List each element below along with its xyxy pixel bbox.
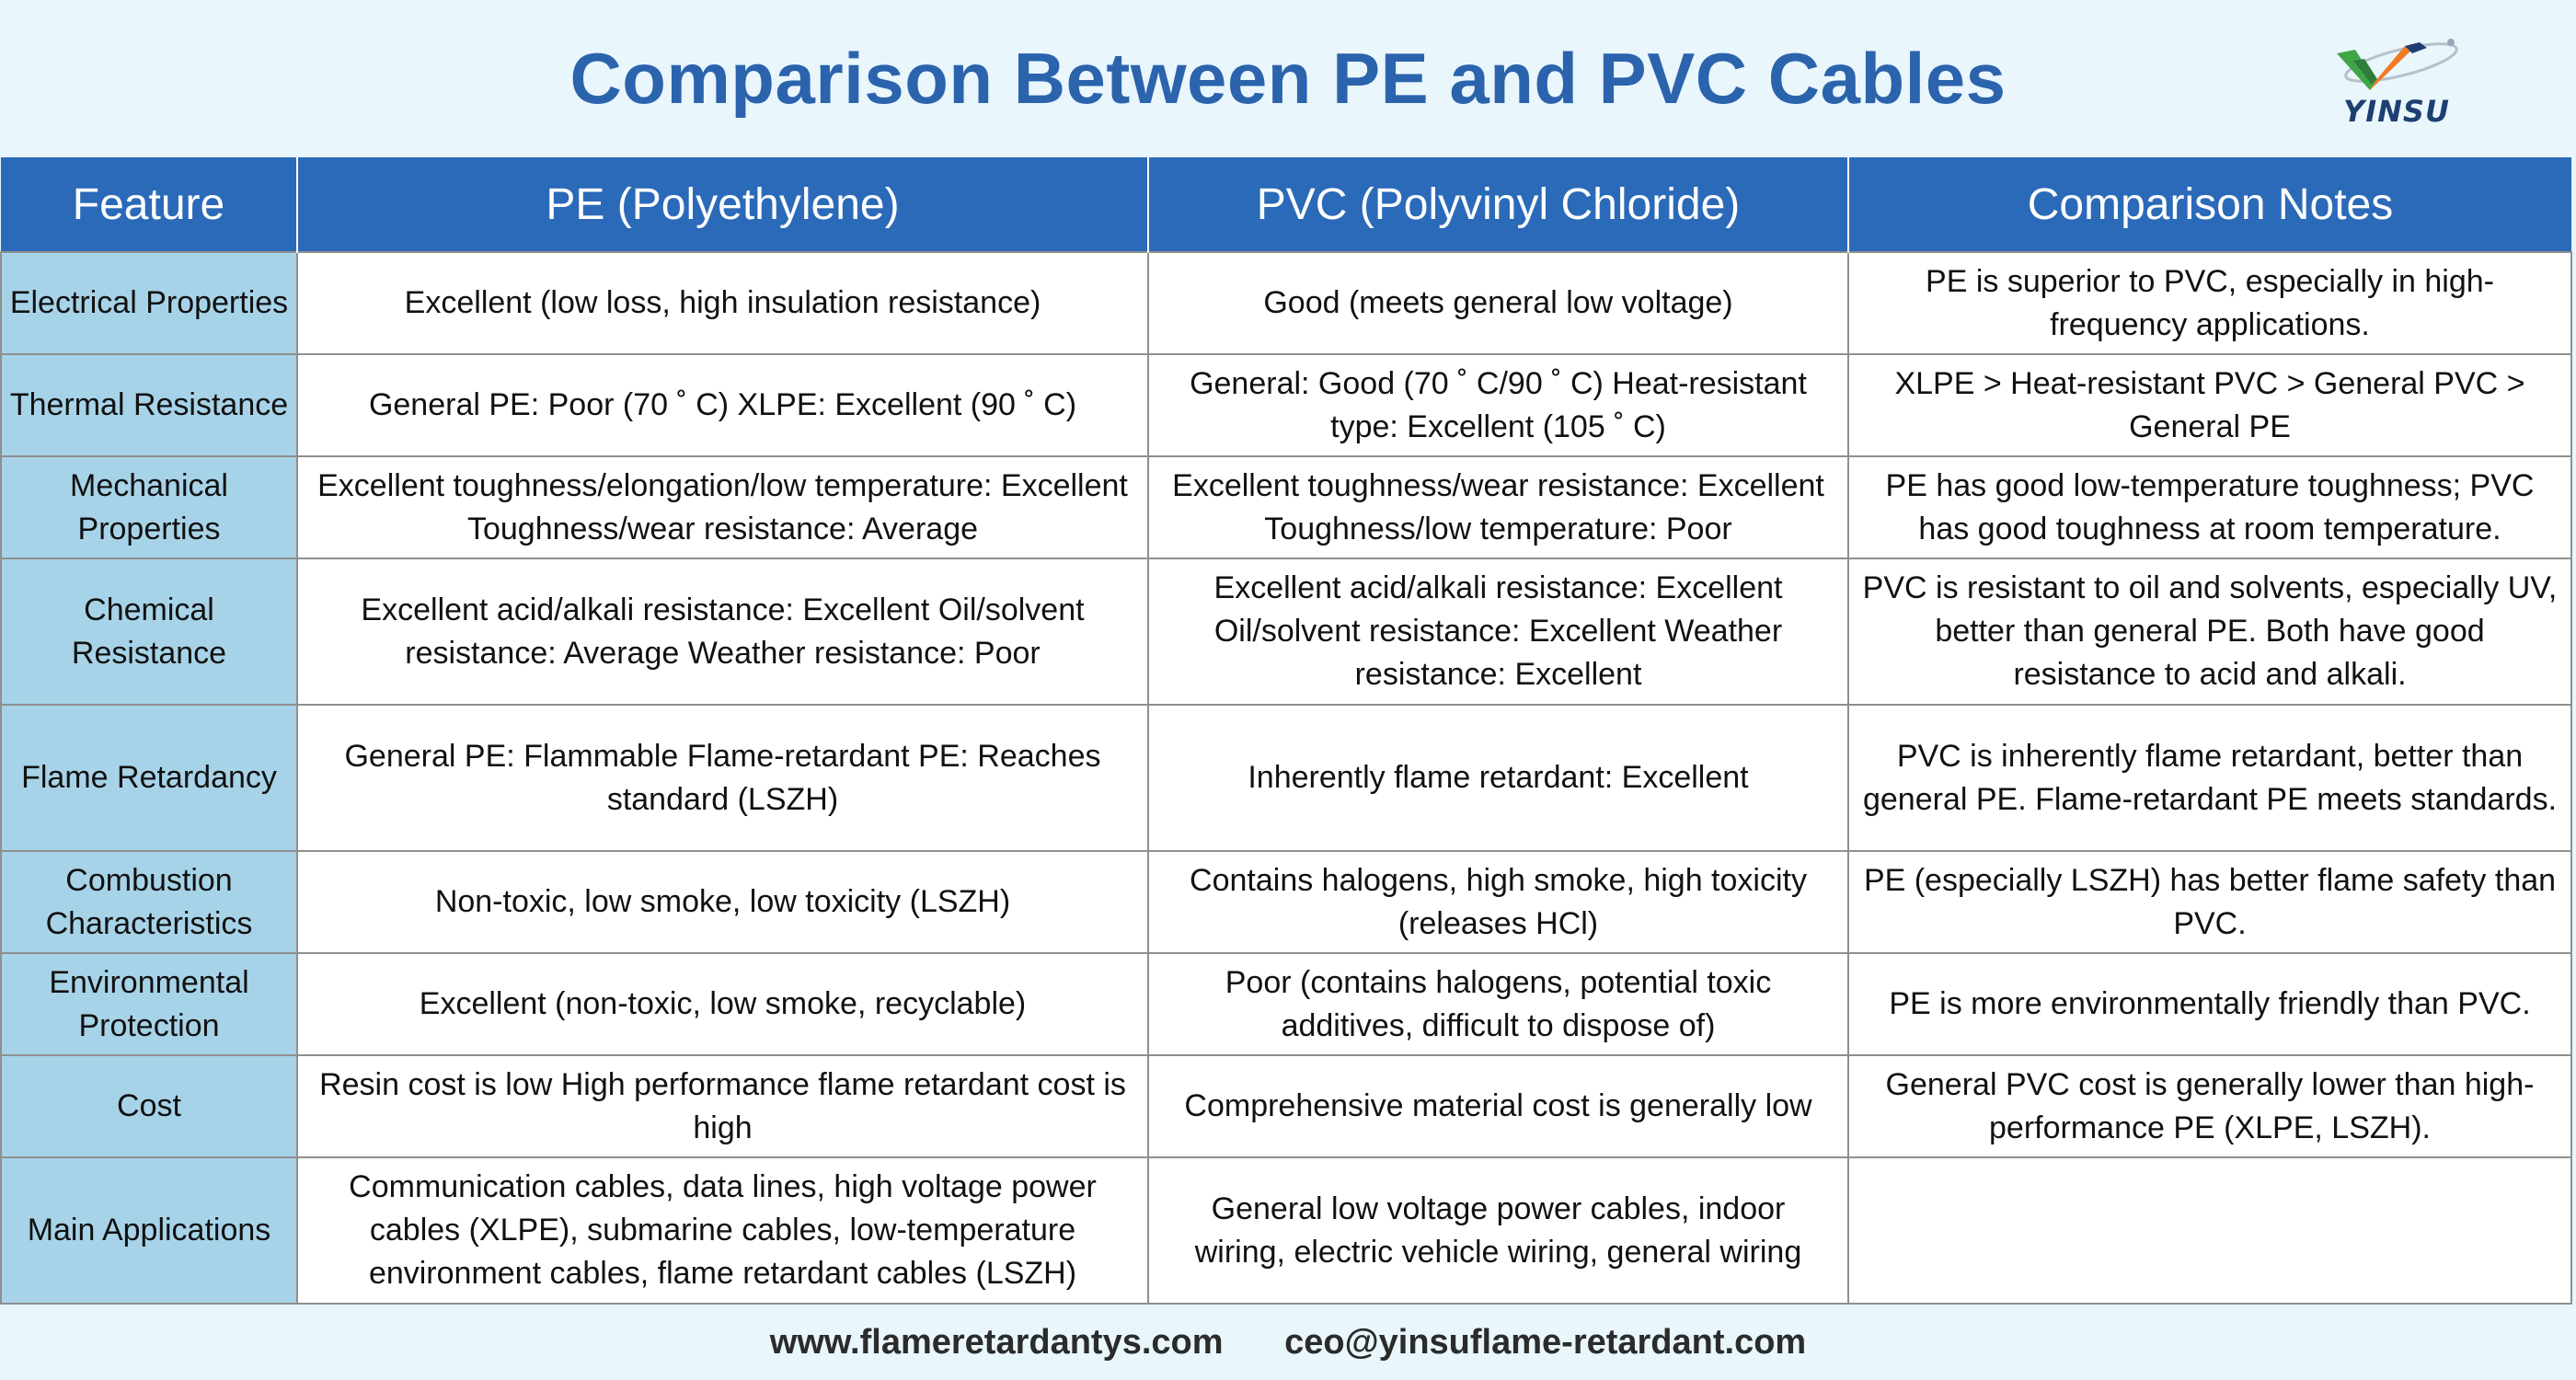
notes-cell <box>1847 1156 2572 1305</box>
footer-contact: www.flameretardantys.com ceo@yinsuflame-… <box>0 1323 2576 1363</box>
feature-cell: Combustion Characteristics <box>0 850 298 954</box>
page-title: Comparison Between PE and PVC Cables <box>569 38 2007 119</box>
feature-cell: Electrical Properties <box>0 251 298 355</box>
comparison-table: Feature PE (Polyethylene) PVC (Polyvinyl… <box>0 157 2572 1305</box>
table-row: Main Applications Communication cables, … <box>0 1156 2572 1305</box>
pvc-cell: Contains halogens, high smoke, high toxi… <box>1147 850 1849 954</box>
pvc-cell: Inherently flame retardant: Excellent <box>1147 704 1849 852</box>
table-row: Chemical Resistance Excellent acid/alkal… <box>0 558 2572 706</box>
pe-cell: Excellent toughness/elongation/low tempe… <box>296 455 1149 559</box>
feature-cell: Cost <box>0 1054 298 1158</box>
table-row: Environmental Protection Excellent (non-… <box>0 952 2572 1056</box>
table-row: Electrical Properties Excellent (low los… <box>0 251 2572 355</box>
header-feature: Feature <box>1 157 298 252</box>
notes-cell: PE is more environmentally friendly than… <box>1847 952 2572 1056</box>
notes-cell: PE (especially LSZH) has better flame sa… <box>1847 850 2572 954</box>
website-link[interactable]: www.flameretardantys.com <box>769 1323 1224 1362</box>
feature-cell: Environmental Protection <box>0 952 298 1056</box>
header-notes: Comparison Notes <box>1848 157 2571 252</box>
pvc-cell: General: Good (70 ˚ C/90 ˚ C) Heat-resis… <box>1147 353 1849 457</box>
pe-cell: Excellent acid/alkali resistance: Excell… <box>296 558 1149 706</box>
table-row: Combustion Characteristics Non-toxic, lo… <box>0 850 2572 954</box>
pe-cell: General PE: Poor (70 ˚ C) XLPE: Excellen… <box>296 353 1149 457</box>
table-row: Mechanical Properties Excellent toughnes… <box>0 455 2572 559</box>
pvc-cell: Poor (contains halogens, potential toxic… <box>1147 952 1849 1056</box>
notes-cell: XLPE > Heat-resistant PVC > General PVC … <box>1847 353 2572 457</box>
table-row: Thermal Resistance General PE: Poor (70 … <box>0 353 2572 457</box>
email-link[interactable]: ceo@yinsuflame-retardant.com <box>1284 1323 1807 1362</box>
feature-cell: Chemical Resistance <box>0 558 298 706</box>
header-pe: PE (Polyethylene) <box>297 157 1149 252</box>
yinsu-logo: YINSU <box>2328 33 2466 136</box>
pe-cell: Resin cost is low High performance flame… <box>296 1054 1149 1158</box>
pe-cell: General PE: Flammable Flame-retardant PE… <box>296 704 1149 852</box>
pvc-cell: Excellent acid/alkali resistance: Excell… <box>1147 558 1849 706</box>
logo-wordmark: YINSU <box>2343 94 2450 129</box>
pvc-cell: Comprehensive material cost is generally… <box>1147 1054 1849 1158</box>
table-row: Flame Retardancy General PE: Flammable F… <box>0 704 2572 852</box>
table-row: Cost Resin cost is low High performance … <box>0 1054 2572 1158</box>
pe-cell: Communication cables, data lines, high v… <box>296 1156 1149 1305</box>
notes-cell: PE is superior to PVC, especially in hig… <box>1847 251 2572 355</box>
feature-cell: Thermal Resistance <box>0 353 298 457</box>
checkmark-logo-icon <box>2337 39 2458 90</box>
pvc-cell: Excellent toughness/wear resistance: Exc… <box>1147 455 1849 559</box>
feature-cell: Flame Retardancy <box>0 704 298 852</box>
notes-cell: PE has good low-temperature toughness; P… <box>1847 455 2572 559</box>
feature-cell: Main Applications <box>0 1156 298 1305</box>
table-header-row: Feature PE (Polyethylene) PVC (Polyvinyl… <box>1 157 2571 252</box>
pe-cell: Excellent (low loss, high insulation res… <box>296 251 1149 355</box>
notes-cell: PVC is inherently flame retardant, bette… <box>1847 704 2572 852</box>
notes-cell: PVC is resistant to oil and solvents, es… <box>1847 558 2572 706</box>
feature-cell: Mechanical Properties <box>0 455 298 559</box>
pe-cell: Non-toxic, low smoke, low toxicity (LSZH… <box>296 850 1149 954</box>
header-pvc: PVC (Polyvinyl Chloride) <box>1148 157 1849 252</box>
pvc-cell: Good (meets general low voltage) <box>1147 251 1849 355</box>
pvc-cell: General low voltage power cables, indoor… <box>1147 1156 1849 1305</box>
notes-cell: General PVC cost is generally lower than… <box>1847 1054 2572 1158</box>
pe-cell: Excellent (non-toxic, low smoke, recycla… <box>296 952 1149 1056</box>
